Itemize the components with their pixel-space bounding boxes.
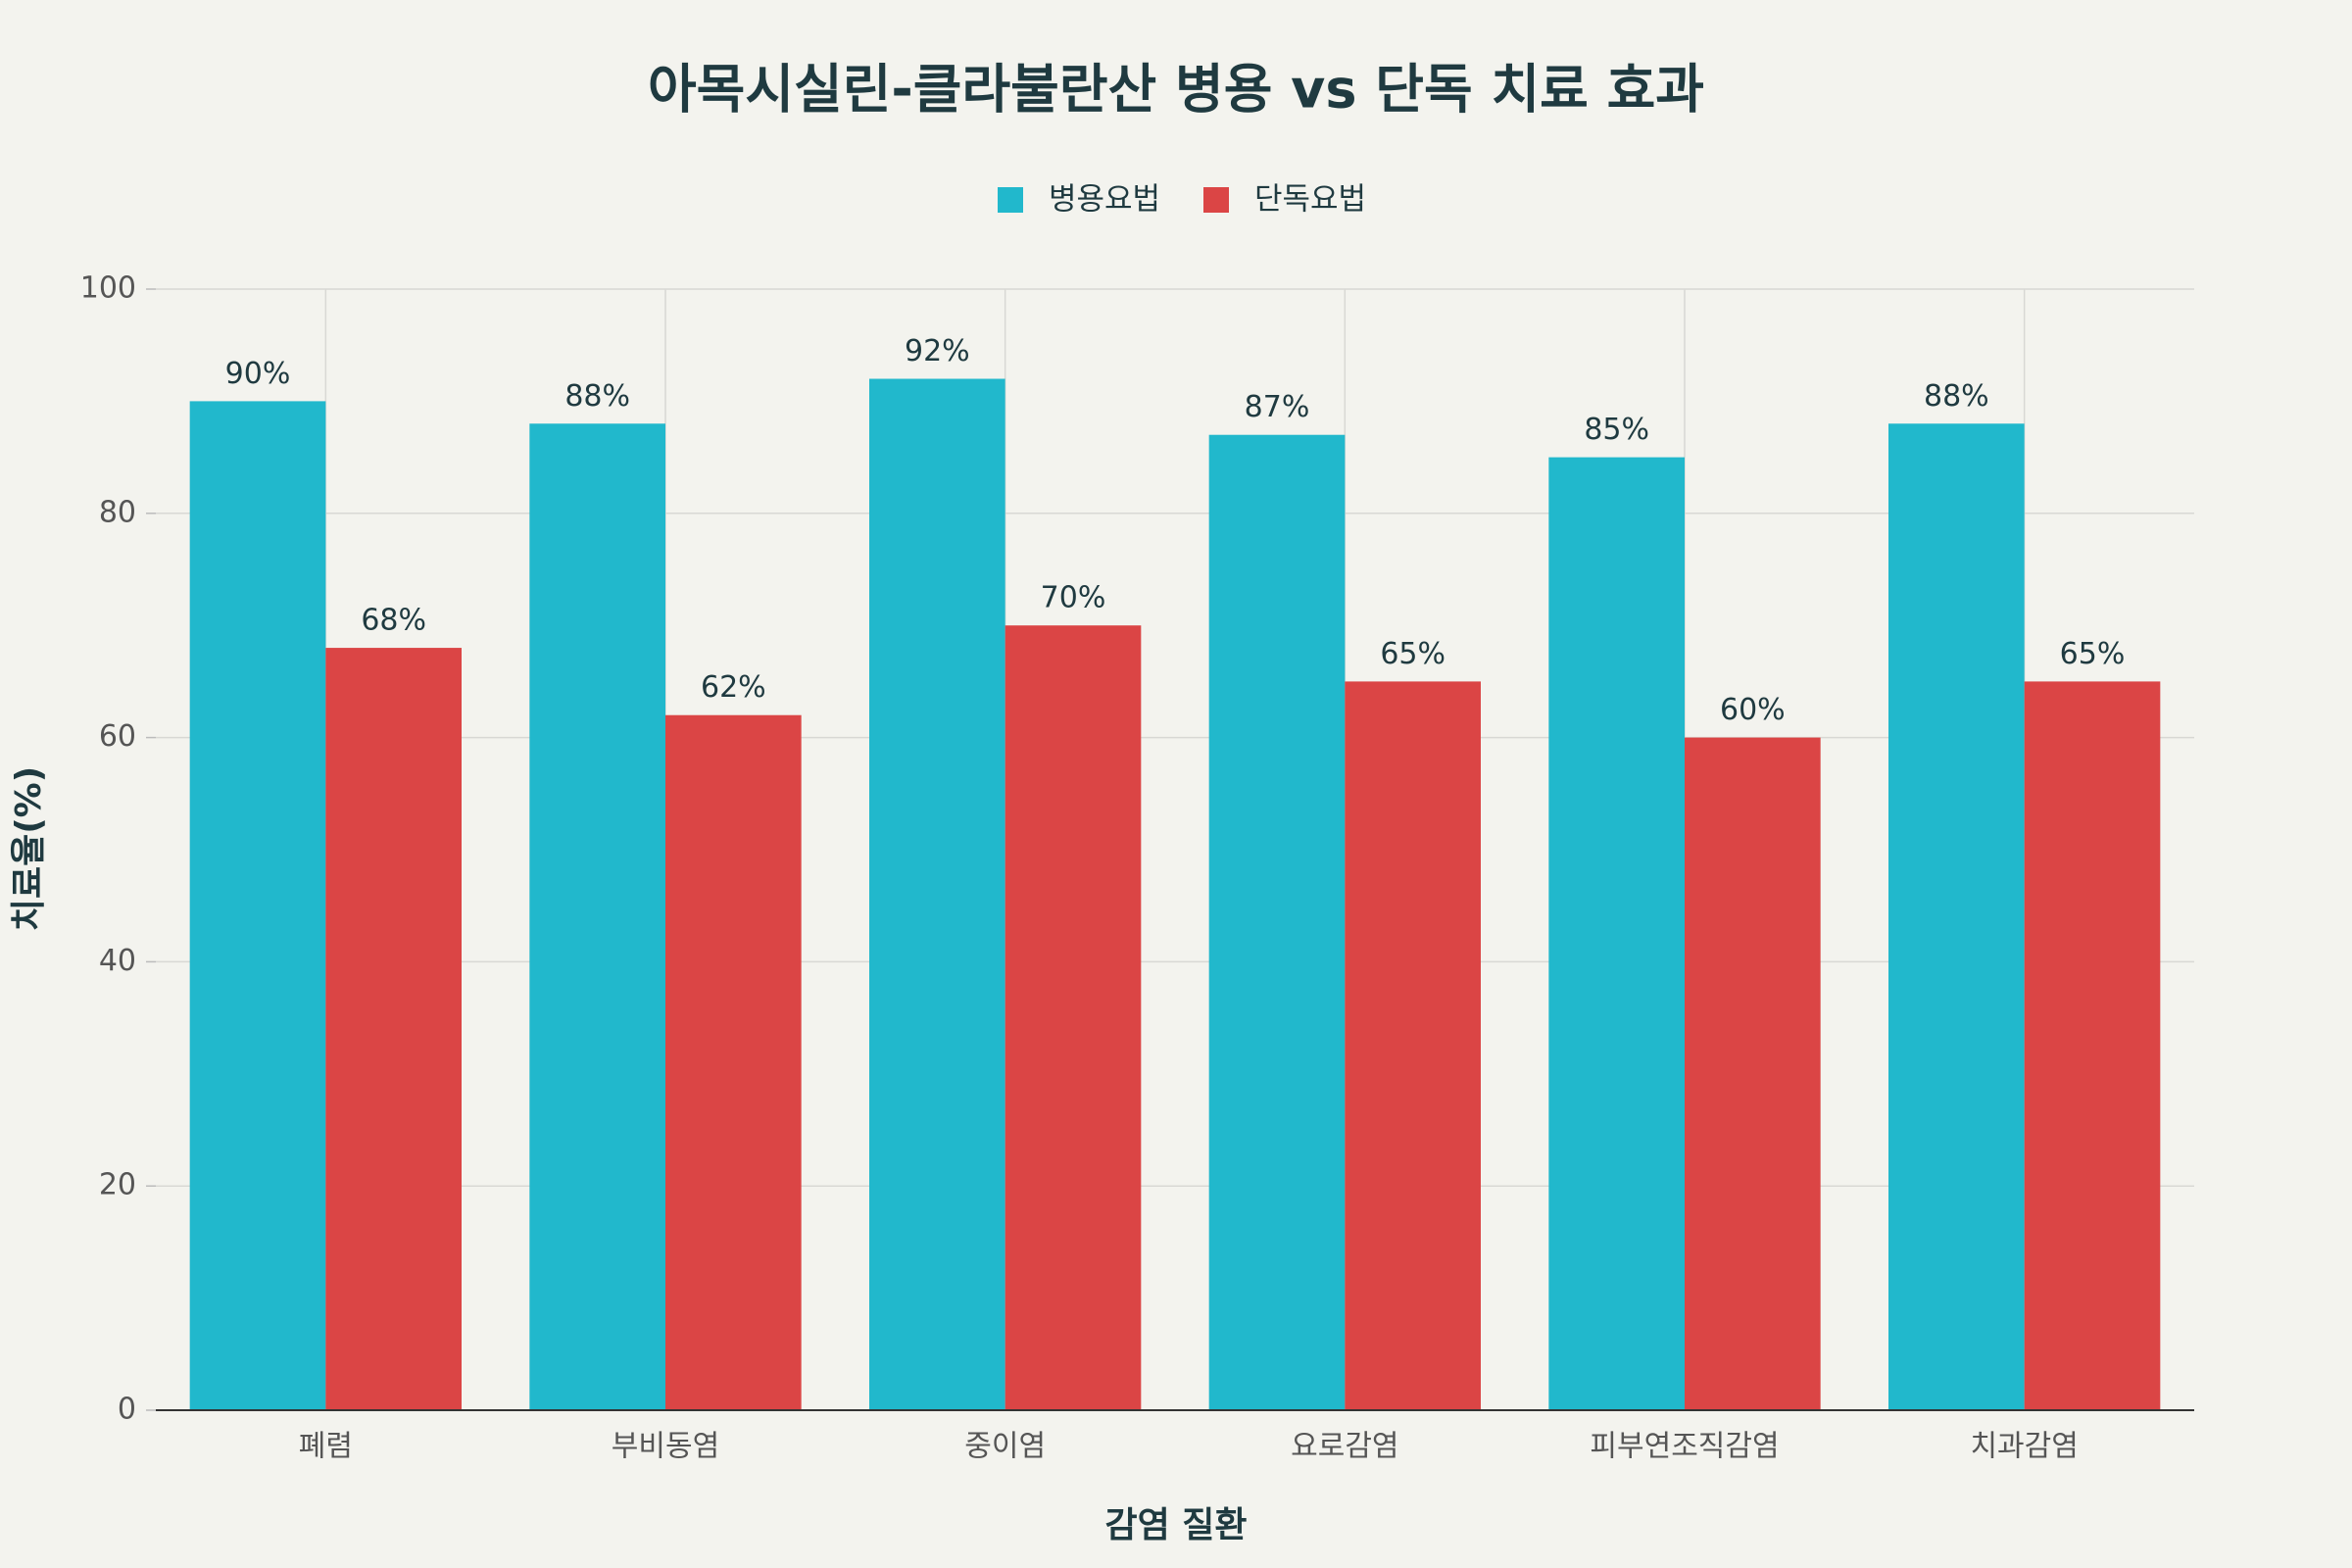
y-tick-label: 100 — [80, 271, 136, 306]
chart-title: 아목시실린-클라불란산 병용 vs 단독 치료 효과 — [648, 59, 1704, 121]
y-tick-label: 20 — [99, 1168, 136, 1202]
y-tick-label: 80 — [99, 495, 136, 529]
x-axis-title: 감염 질환 — [1104, 1505, 1247, 1545]
bar — [529, 423, 665, 1410]
data-label: 68% — [361, 604, 426, 638]
bar — [2024, 681, 2161, 1410]
bar — [1888, 423, 2025, 1410]
bar — [665, 714, 802, 1410]
bar — [1004, 625, 1142, 1410]
data-label: 85% — [1584, 413, 1649, 447]
legend-swatch — [1203, 187, 1229, 213]
x-tick-label: 치과감염 — [1970, 1430, 2078, 1464]
data-label: 87% — [1245, 390, 1310, 424]
x-tick-label: 중이염 — [964, 1430, 1046, 1464]
bar — [325, 648, 462, 1410]
y-axis-title: 치료율(%) — [9, 766, 49, 931]
data-label: 70% — [1041, 581, 1106, 615]
data-label: 65% — [2060, 637, 2126, 671]
y-tick-label: 60 — [99, 719, 136, 754]
data-label: 62% — [701, 670, 766, 705]
legend-swatch — [998, 187, 1023, 213]
bar — [189, 401, 326, 1410]
data-label: 65% — [1380, 637, 1446, 671]
data-label: 88% — [564, 379, 630, 414]
y-tick-label: 40 — [99, 944, 136, 978]
data-label: 88% — [1924, 379, 1989, 414]
bar — [1345, 681, 1481, 1410]
x-tick-label: 요로감염 — [1291, 1430, 1398, 1464]
bar — [1208, 434, 1346, 1411]
data-label: 60% — [1720, 693, 1786, 727]
bar — [1548, 457, 1685, 1411]
data-label: 92% — [905, 334, 970, 368]
x-tick-label: 피부연조직감염 — [1590, 1430, 1779, 1464]
bar — [869, 378, 1005, 1410]
legend-label: 병용요법 — [1049, 182, 1160, 218]
x-tick-label: 폐렴 — [299, 1430, 353, 1464]
data-label: 90% — [225, 357, 291, 391]
y-tick-label: 0 — [118, 1393, 136, 1427]
x-tick-label: 부비동염 — [612, 1430, 719, 1464]
legend-label: 단독요법 — [1254, 182, 1366, 218]
bar — [1685, 737, 1821, 1410]
